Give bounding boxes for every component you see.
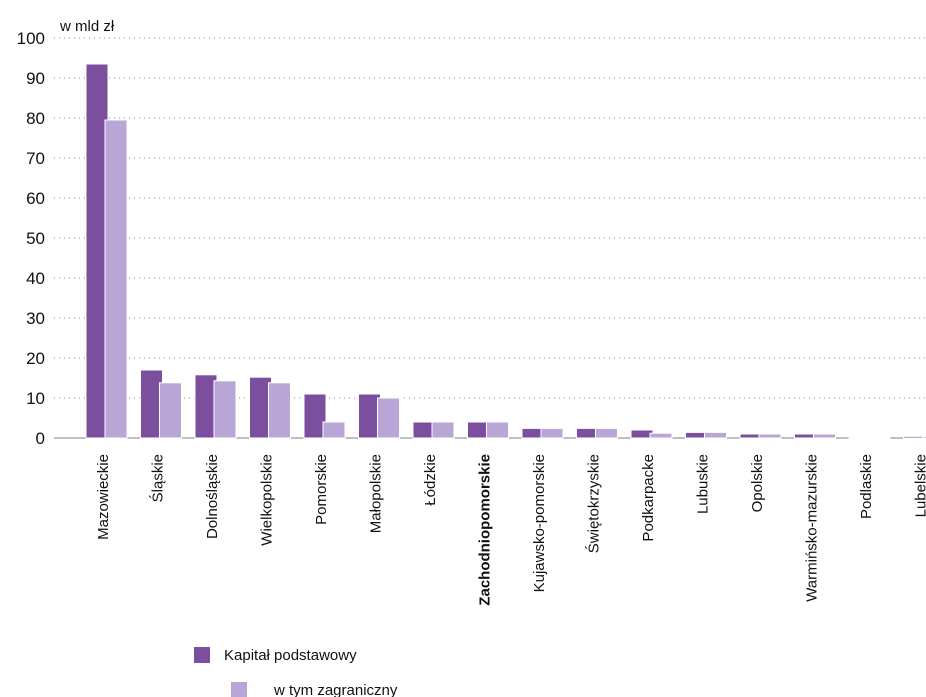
y-tick-label: 10 [26, 389, 45, 408]
bar-zagraniczny [268, 382, 291, 439]
y-tick-label: 30 [26, 309, 45, 328]
bar-zagraniczny [758, 433, 782, 439]
y-tick-label: 50 [26, 229, 45, 248]
bar-zagraniczny [104, 119, 128, 439]
y-tick-label: 0 [36, 429, 45, 448]
legend: Kapitał podstawowy w tym zagraniczny [194, 647, 398, 697]
bar-zagraniczny [377, 397, 400, 439]
bar-zagraniczny [595, 427, 618, 439]
bar-zagraniczny [213, 380, 237, 439]
y-tick-label: 90 [26, 69, 45, 88]
x-tick-label: Podlaskie [858, 454, 875, 519]
legend-swatch [231, 682, 247, 697]
x-tick-label: Podkarpacke [640, 454, 657, 542]
x-tick-label: Warmińsko-mazurskie [804, 454, 821, 602]
bar-zagraniczny [649, 432, 673, 439]
x-tick-label: Opolskie [749, 454, 766, 512]
x-tick-label: Zachodniopomorskie [477, 454, 494, 606]
bars [85, 63, 926, 439]
x-axis-labels: Mazowieckie Śląskie Dolnośląskie Wielkopols… [95, 454, 926, 606]
y-tick-label: 70 [26, 149, 45, 168]
x-tick-label: Małopolskie [368, 454, 385, 533]
bar-zagraniczny [486, 421, 509, 439]
x-tick-label: Dolnośląskie [204, 454, 221, 539]
x-tick-label: Lubuskie [695, 454, 712, 514]
x-tick-label: Kujawsko-pomorskie [531, 454, 548, 592]
legend-label: w tym zagraniczny [273, 682, 398, 697]
bar-zagraniczny [322, 421, 346, 439]
legend-swatch [194, 647, 210, 663]
y-tick-label: 80 [26, 109, 45, 128]
y-tick-label: 20 [26, 349, 45, 368]
x-tick-label: Łódzkie [422, 454, 439, 506]
x-tick-label: Lubelskie [913, 454, 926, 517]
bar-kapital [303, 393, 327, 439]
bar-zagraniczny [704, 431, 727, 439]
x-tick-label: Mazowieckie [95, 454, 112, 540]
x-tick-label: Pomorskie [313, 454, 330, 525]
y-tick-label: 60 [26, 189, 45, 208]
legend-label: Kapitał podstawowy [224, 647, 357, 664]
y-tick-label: 100 [17, 29, 45, 48]
bar-zagraniczny [813, 433, 836, 439]
x-tick-label: Śląskie [149, 454, 167, 502]
x-tick-label: Wielkopolskie [259, 454, 276, 546]
bar-zagraniczny [922, 435, 926, 439]
y-tick-label: 40 [26, 269, 45, 288]
bar-zagraniczny [431, 421, 455, 439]
bar-zagraniczny [159, 382, 182, 439]
bar-zagraniczny [540, 427, 564, 439]
x-tick-label: Świętokrzyskie [585, 454, 603, 553]
grid-lines [54, 37, 926, 399]
y-unit-label: w mld zł [59, 18, 115, 35]
